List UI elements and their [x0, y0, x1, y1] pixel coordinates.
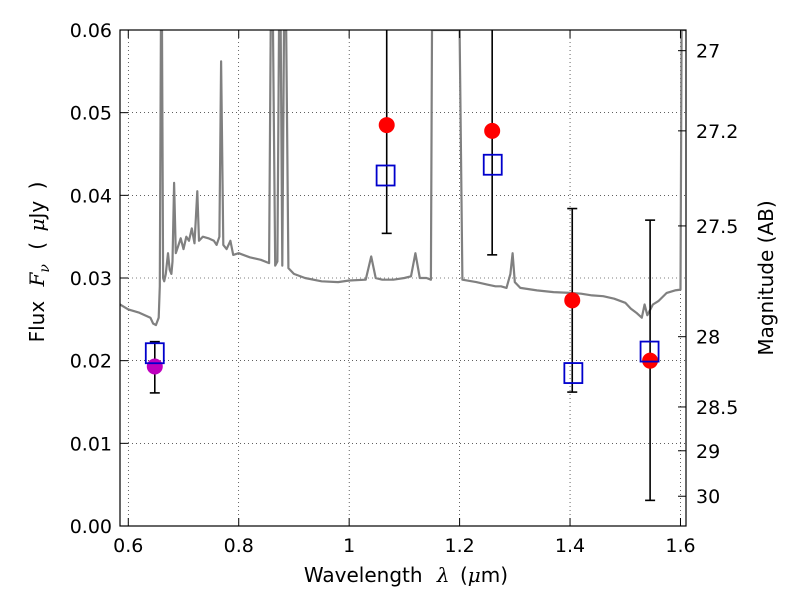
y-tick-label: 0.05	[70, 103, 112, 125]
x-tick-label: 1.6	[665, 535, 695, 557]
x-tick-label: 0.8	[224, 535, 254, 557]
right-tick-label: 29	[696, 441, 720, 463]
y-tick-label: 0.03	[70, 268, 112, 290]
right-tick-label: 27.5	[696, 216, 738, 238]
spectrum-line	[120, 30, 686, 327]
y-axis-title: Flux Fν ( μJy )	[25, 182, 54, 343]
x-tick-label: 1.2	[444, 535, 474, 557]
observed-point	[564, 292, 581, 309]
y-tick-label: 0.04	[70, 185, 112, 207]
model-square	[563, 362, 584, 384]
model-square	[482, 153, 503, 176]
marker-layer	[144, 117, 660, 384]
x-tick-label: 1.4	[555, 535, 585, 557]
model-square	[639, 340, 660, 363]
y-tick-label: 0.06	[70, 20, 112, 42]
spectrum-layer	[120, 30, 686, 327]
y-tick-label: 0.01	[70, 433, 112, 455]
tick-layer: 0.6 0.8 1 1.2 1.4 1.6 0.00 0.01 0.02 0.03 0.04 0.05…	[70, 20, 739, 557]
observed-point	[146, 358, 163, 375]
errorbar-layer	[149, 30, 656, 502]
right-tick-label: 28	[696, 327, 720, 349]
observed-point	[484, 122, 501, 139]
observed-point	[378, 117, 395, 134]
right-axis-title: Magnitude (AB)	[754, 200, 778, 355]
y-tick-label: 0.02	[70, 351, 112, 373]
right-tick-label: 30	[696, 486, 720, 508]
x-axis-title: Wavelength λ (μm)	[304, 563, 508, 587]
observed-point	[642, 352, 659, 369]
x-tick-label: 0.6	[113, 535, 143, 557]
model-square	[375, 164, 396, 187]
right-tick-label: 27	[696, 41, 720, 63]
right-tick-label: 27.2	[696, 121, 738, 143]
x-tick-label: 1	[343, 535, 355, 557]
right-tick-label: 28.5	[696, 397, 738, 419]
model-square	[144, 342, 165, 365]
y-tick-label: 0.00	[70, 516, 112, 538]
